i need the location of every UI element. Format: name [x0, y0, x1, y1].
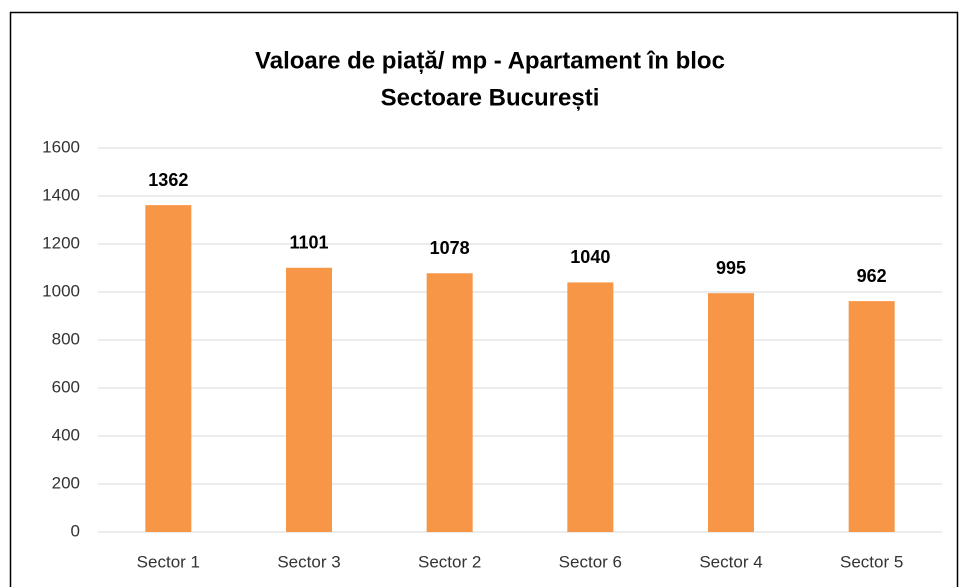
- x-tick-label: Sector 4: [699, 552, 762, 571]
- y-tick-label: 0: [71, 521, 80, 540]
- x-tick-label: Sector 3: [277, 552, 340, 571]
- value-label: 1078: [430, 238, 470, 258]
- y-tick-label: 200: [52, 473, 80, 492]
- bar: [286, 267, 332, 532]
- bar: [567, 282, 614, 532]
- x-tick-label: Sector 2: [418, 552, 481, 571]
- value-label: 995: [716, 258, 746, 278]
- value-label: 1362: [148, 170, 188, 190]
- chart-title: Valoare de piață/ mp - Apartament în blo…: [255, 47, 725, 74]
- y-tick-label: 1200: [42, 233, 80, 252]
- value-label: 1040: [570, 247, 610, 267]
- value-label: 1101: [289, 233, 328, 253]
- y-tick-label: 1000: [42, 281, 80, 300]
- y-tick-label: 1600: [42, 137, 80, 156]
- y-tick-label: 800: [52, 329, 80, 348]
- x-tick-label: Sector 6: [559, 552, 622, 571]
- bar: [708, 293, 754, 532]
- bar: [426, 273, 473, 532]
- x-tick-label: Sector 5: [840, 552, 903, 571]
- bar: [848, 301, 895, 532]
- y-tick-label: 400: [52, 425, 80, 444]
- x-tick-label: Sector 1: [137, 552, 200, 571]
- y-tick-label: 1400: [42, 185, 80, 204]
- chart-subtitle: Sectoare București: [381, 84, 600, 111]
- y-tick-label: 600: [52, 377, 80, 396]
- value-label: 962: [857, 266, 887, 286]
- bar: [145, 205, 192, 532]
